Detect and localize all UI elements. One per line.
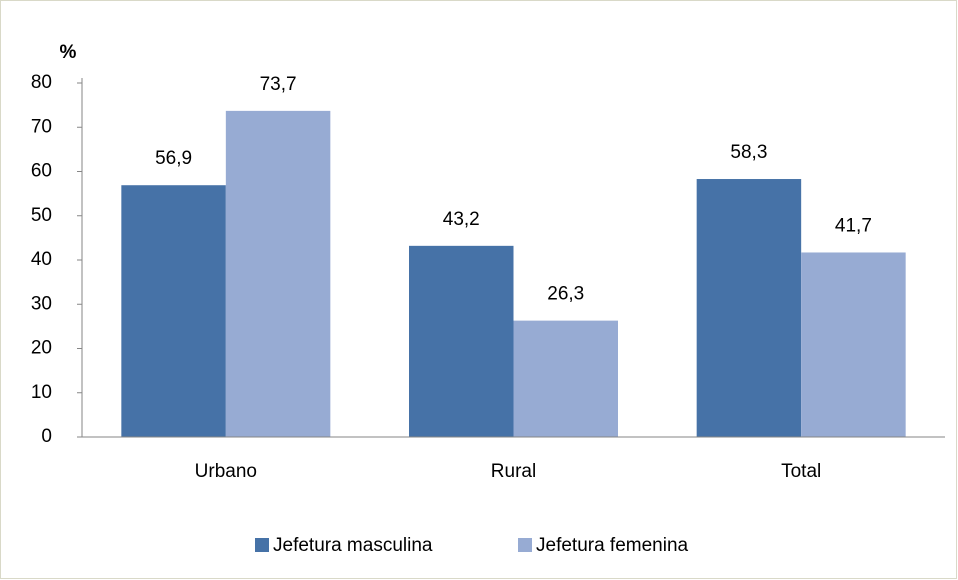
y-tick-label: 30 xyxy=(31,293,52,314)
x-tick-label: Rural xyxy=(491,461,536,482)
legend-label: Jefetura femenina xyxy=(536,535,689,556)
y-tick-label: 50 xyxy=(31,205,52,226)
data-label: 43,2 xyxy=(443,209,480,230)
y-tick-label: 10 xyxy=(31,382,52,403)
bar xyxy=(121,185,226,437)
bar xyxy=(409,245,514,437)
x-tick-label: Total xyxy=(781,461,821,482)
y-tick-label: 60 xyxy=(31,161,52,182)
data-label: 56,9 xyxy=(155,148,192,169)
y-tick-label: 40 xyxy=(31,249,52,270)
bar xyxy=(225,110,331,437)
y-tick-label: 20 xyxy=(31,338,52,359)
data-label: 73,7 xyxy=(260,74,297,95)
legend-swatch xyxy=(255,538,269,552)
y-axis-label: % xyxy=(60,42,77,63)
bar xyxy=(513,320,618,437)
y-tick-label: 70 xyxy=(31,116,52,137)
data-label: 26,3 xyxy=(547,284,584,305)
x-tick-label: Urbano xyxy=(195,461,257,482)
data-label: 41,7 xyxy=(835,215,872,236)
legend-label: Jefetura masculina xyxy=(273,535,433,556)
y-tick-label: 80 xyxy=(31,72,52,93)
bar xyxy=(696,179,802,437)
legend-swatch xyxy=(518,538,532,552)
y-tick-label: 0 xyxy=(41,426,52,447)
data-label: 58,3 xyxy=(730,142,767,163)
bar xyxy=(801,252,906,437)
